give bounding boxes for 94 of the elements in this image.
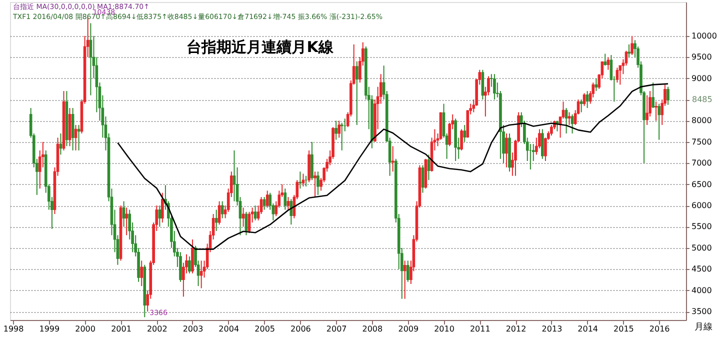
candlestick <box>406 260 410 282</box>
candlestick <box>214 209 218 232</box>
candlestick <box>646 94 648 126</box>
candlestick <box>71 108 74 151</box>
candlestick <box>310 141 314 181</box>
text: 台指期近月連續月K線 <box>186 38 334 56</box>
candlestick <box>125 207 128 236</box>
y-tick-label: 3500 <box>692 307 712 316</box>
x-tick-label: 2010 <box>434 324 454 334</box>
candlestick <box>232 150 236 202</box>
candlestick <box>355 60 358 126</box>
candlestick <box>242 207 245 228</box>
x-tick-label: 2007 <box>326 324 347 334</box>
x-tick-label: 2011 <box>470 324 490 334</box>
candlestick <box>59 132 62 156</box>
candlestick <box>582 92 586 106</box>
x-tick-label: 2009 <box>398 324 419 334</box>
candlestick <box>200 260 203 289</box>
candlestick <box>248 211 251 234</box>
candlestick <box>191 238 194 274</box>
y-tick-label: 4500 <box>692 264 712 274</box>
y-tick-label: 6500 <box>692 180 712 189</box>
text: 8485 <box>692 95 712 104</box>
candlestick <box>550 124 553 136</box>
candlestick <box>298 171 302 190</box>
candlestick <box>658 103 660 140</box>
candlestick <box>630 35 634 56</box>
candlestick <box>140 260 143 287</box>
y-tick-label: 5500 <box>692 222 712 232</box>
x-tick-label: 1999 <box>39 324 60 334</box>
x-tick-label: 2013 <box>542 324 562 334</box>
candlestick <box>391 146 394 172</box>
candlestick <box>652 82 654 108</box>
x-axis-title: 月線 <box>694 322 712 332</box>
candlestick <box>158 205 162 228</box>
candlestick <box>493 74 496 100</box>
candlestick <box>460 128 463 151</box>
candlestick <box>340 122 344 151</box>
y-tick-label: 10000 <box>692 31 717 40</box>
x-tick-label: 2000 <box>75 324 96 334</box>
candlestick <box>666 86 670 106</box>
candlestick <box>179 252 182 282</box>
candlestick <box>541 128 544 160</box>
candlestick <box>604 53 607 66</box>
candlestick <box>74 124 78 151</box>
x-tick-label: 2004 <box>218 324 240 334</box>
candlestick <box>316 171 320 196</box>
candlestick <box>220 200 224 219</box>
candlestick <box>616 67 619 84</box>
candlestick <box>628 44 630 58</box>
x-tick-label: 2014 <box>578 324 598 334</box>
y-tick-label: 6000 <box>692 201 712 210</box>
y-tick-label: 7000 <box>692 158 712 168</box>
x-tick-label: 2008 <box>362 324 383 334</box>
candlestick <box>284 188 287 210</box>
candlestick <box>89 22 92 96</box>
x-tick-label: 2002 <box>146 324 168 334</box>
y-tick-label: 4000 <box>692 286 712 295</box>
x-tick-label: 2003 <box>182 324 204 334</box>
candlestick <box>262 196 266 210</box>
candlestick <box>244 211 248 236</box>
x-tick-label: 2016 <box>649 324 670 334</box>
x-tick-label: 2012 <box>506 324 526 334</box>
candlestick <box>580 99 583 113</box>
x-tick-label: 2015 <box>614 324 634 334</box>
candlestick <box>314 171 316 198</box>
candlestick <box>286 196 290 210</box>
y-tick-label: 8000 <box>692 116 712 126</box>
candlestick <box>568 112 571 126</box>
x-tick-label: 1998 <box>3 324 24 334</box>
candlestick <box>338 120 341 138</box>
candlestick <box>254 205 257 221</box>
candlestick <box>302 173 305 187</box>
candlestick <box>161 192 164 223</box>
candlestick <box>463 124 466 142</box>
candlestick <box>266 190 269 208</box>
candlestick <box>570 114 574 134</box>
x-tick-label: 2005 <box>254 324 276 334</box>
candlestick <box>218 200 221 226</box>
candlestick <box>654 101 658 122</box>
candlestick <box>290 198 293 226</box>
x-tick-label: 2001 <box>111 324 132 334</box>
candlestick <box>481 69 484 100</box>
candlestick <box>403 260 406 300</box>
candlestick <box>505 132 508 168</box>
y-tick-label: 7500 <box>692 137 712 146</box>
y-tick-label: 5000 <box>692 243 712 252</box>
y-tick-label: 9000 <box>692 74 712 83</box>
x-tick-label: 2006 <box>290 324 311 334</box>
candlestick <box>188 256 191 274</box>
candlestick <box>334 120 338 140</box>
y-tick-label: 9500 <box>692 52 712 62</box>
candlestick <box>586 90 589 108</box>
candlestick <box>606 56 610 70</box>
